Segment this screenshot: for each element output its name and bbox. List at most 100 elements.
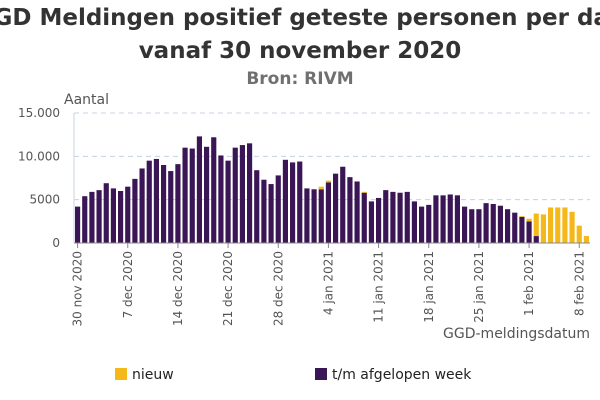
bar-tm [239,145,245,243]
bar-tm [196,136,202,243]
x-tick-label: 18 jan 2021 [422,251,436,323]
bar-tm [304,188,310,243]
bar-tm [454,195,460,243]
bar-tm [447,194,453,243]
chart-subtitle: Bron: RIVM [246,69,353,89]
bar-tm [110,188,116,243]
bar-tm [497,205,503,243]
bar-tm [311,189,317,243]
bar-tm [433,195,439,243]
bar-tm [225,160,231,243]
bar-tm [318,189,324,243]
bar-tm [282,159,288,243]
x-tick-label: 7 dec 2020 [121,251,135,318]
legend-label-tm: t/m afgelopen week [332,367,472,383]
bar-tm [211,137,217,243]
bar-tm [440,195,446,243]
bar-tm [175,164,181,243]
bar-tm [404,191,410,243]
bar-tm [325,182,331,243]
bar-tm [204,146,210,243]
bar-tm [411,201,417,243]
bar-tm [132,178,138,243]
y-tick-label: 15.000 [18,106,60,120]
y-tick-label: 5000 [29,193,60,207]
bar-nieuw [361,191,367,193]
bar-nieuw [555,207,561,243]
chart-title-line2: vanaf 30 november 2020 [139,38,462,64]
bar-tm [268,184,274,243]
bar-tm [247,143,253,243]
bar-tm [161,165,167,243]
x-tick-label: 21 dec 2020 [221,251,235,326]
bar-tm [182,147,188,243]
chart-title-line1: GGD Meldingen positief geteste personen … [0,5,600,31]
bars [75,136,589,243]
bar-tm [383,190,389,243]
y-axis-ticks: 0 5000 10.000 15.000 [18,106,60,250]
bar-tm [419,206,425,243]
bar-nieuw [325,180,331,183]
gridlines [74,112,590,201]
bar-tm [146,160,152,243]
bar-tm [168,171,174,243]
bar-tm [426,204,432,243]
bar-tm [254,170,260,243]
legend: nieuw t/m afgelopen week [115,367,472,383]
legend-item-tm[interactable]: t/m afgelopen week [315,367,472,383]
x-tick-label: 25 jan 2021 [472,251,486,323]
x-tick-label: 11 jan 2021 [372,251,386,323]
bar-nieuw [562,207,568,243]
bar-tm [139,168,145,243]
bar-tm [462,206,468,243]
bar-tm [118,191,124,243]
bar-tm [397,192,403,243]
x-tick-label: 8 feb 2021 [572,251,586,316]
x-axis-ticks: 30 nov 2020 7 dec 2020 14 dec 2020 21 dec 2… [71,243,586,327]
bar-tm [189,148,195,243]
y-tick-label: 0 [52,236,60,250]
bar-nieuw [569,211,575,243]
bar-tm [368,201,374,243]
x-tick-label: 30 nov 2020 [71,251,85,327]
bar-tm [361,192,367,243]
bar-tm [103,183,109,243]
bar-nieuw [533,213,539,237]
bar-tm [376,197,382,243]
bar-tm [526,221,532,243]
bar-tm [469,209,475,243]
bar-nieuw [583,236,589,243]
bar-tm [483,203,489,243]
bar-tm [476,209,482,243]
bar-tm [89,191,95,243]
bar-tm [82,196,88,243]
legend-label-nieuw: nieuw [132,367,174,383]
bar-tm [333,173,339,243]
bar-tm [533,236,539,243]
bar-tm [290,162,296,243]
legend-item-nieuw[interactable]: nieuw [115,367,174,383]
bar-nieuw [526,218,532,222]
bar-tm [275,175,281,243]
bar-nieuw [548,207,554,243]
x-tick-label: 14 dec 2020 [171,251,185,326]
bar-tm [347,177,353,243]
bar-tm [505,209,511,243]
bar-tm [261,179,267,243]
legend-swatch-tm [315,368,327,380]
bar-tm [297,161,303,243]
legend-swatch-nieuw [115,368,127,380]
bar-nieuw [540,214,546,243]
y-axis-label: Aantal [64,92,109,108]
x-tick-label: 4 jan 2021 [321,251,335,315]
bar-tm [75,206,81,243]
x-tick-label: 1 feb 2021 [522,251,536,316]
bar-tm [218,155,224,243]
x-axis-label: GGD-meldingsdatum [443,326,590,342]
bar-tm [153,158,159,243]
bar-tm [125,186,131,243]
bar-nieuw [318,186,324,190]
bar-tm [512,212,518,243]
bar-nieuw [576,225,582,243]
